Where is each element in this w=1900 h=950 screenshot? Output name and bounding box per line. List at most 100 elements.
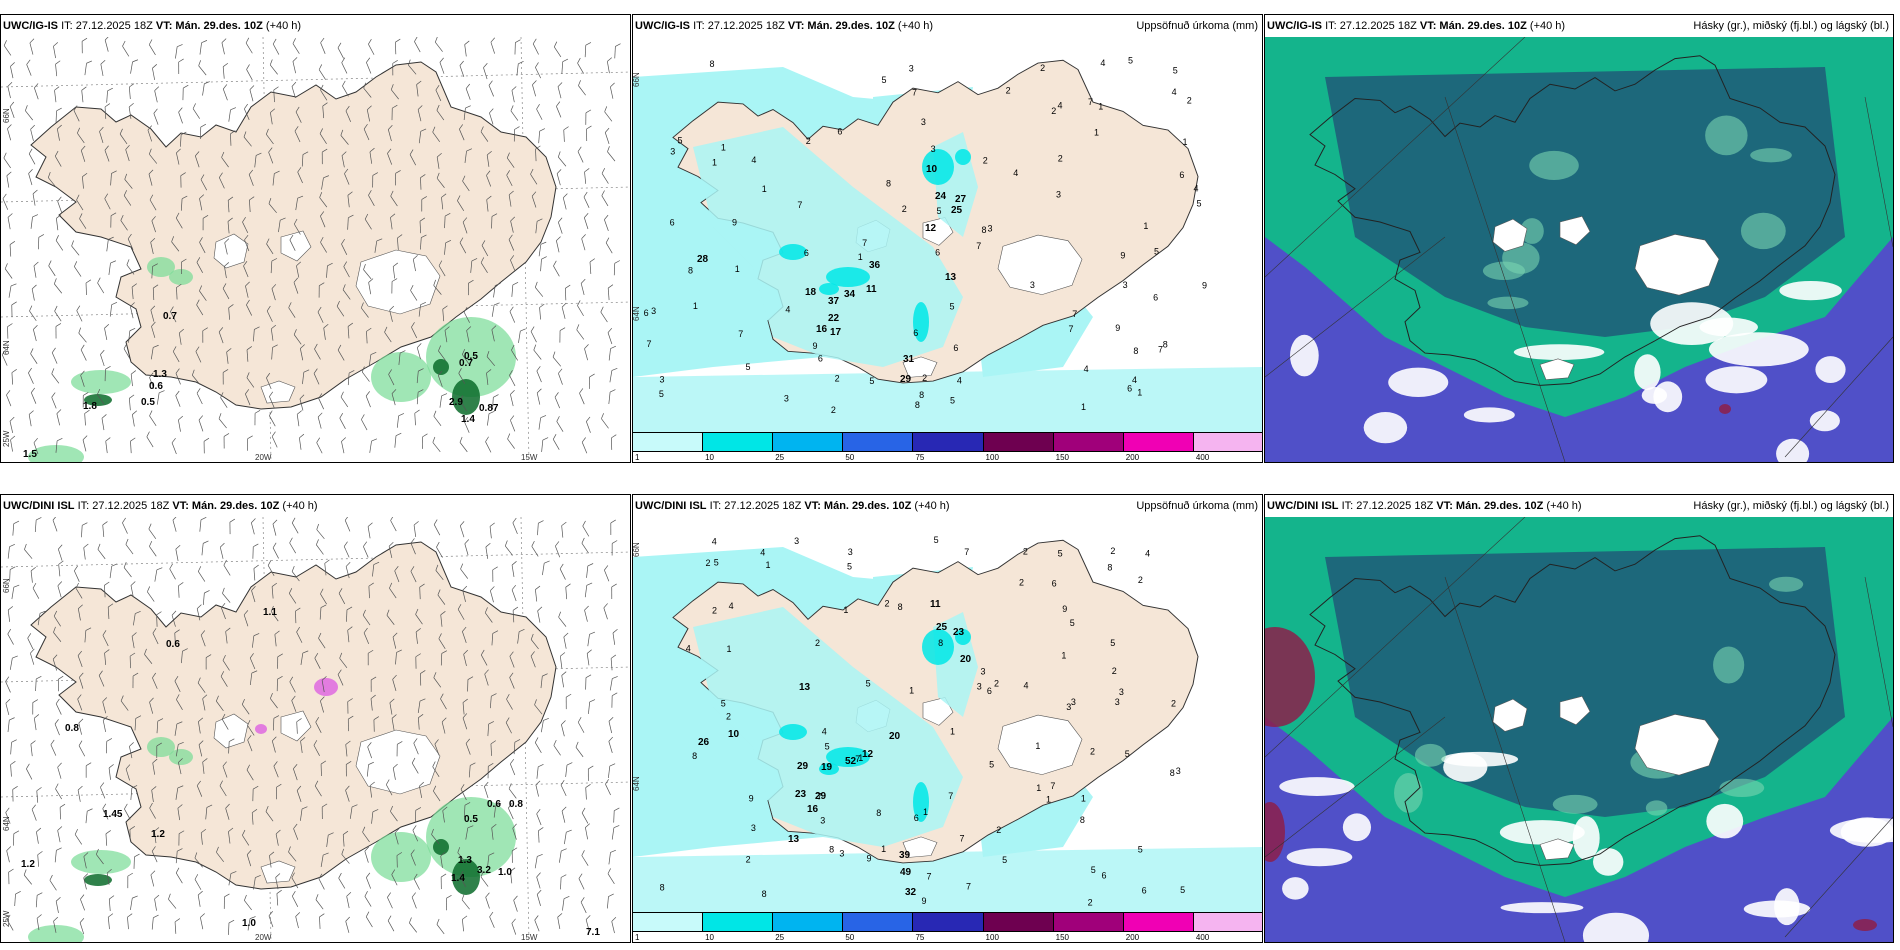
wind-barb xyxy=(243,610,249,627)
value-label: 2 xyxy=(1088,898,1093,908)
value-label: 1.8 xyxy=(83,401,97,412)
wind-barb xyxy=(295,195,304,211)
wind-barb xyxy=(122,517,128,534)
wind-barb xyxy=(396,852,403,868)
wind-barb xyxy=(340,391,349,408)
value-label: 2 xyxy=(1187,95,1192,105)
wind-barb xyxy=(420,234,427,250)
wind-barb xyxy=(341,848,350,864)
wind-barb xyxy=(438,260,446,277)
wind-barb xyxy=(5,698,11,716)
iceland-outline xyxy=(1309,535,1836,866)
value-label: 6 xyxy=(935,247,940,257)
wind-barb xyxy=(97,388,105,405)
wind-barb xyxy=(584,344,589,361)
wind-barb xyxy=(490,37,496,54)
wind-barb xyxy=(440,851,446,868)
wind-barb xyxy=(391,104,398,121)
wind-barb xyxy=(125,538,134,555)
wind-barb xyxy=(511,918,517,935)
wind-barb xyxy=(387,125,393,142)
grid-line xyxy=(1265,236,1446,378)
valid-time: VT: Mán. 29.des. 10Z xyxy=(787,20,895,32)
wind-barb xyxy=(228,738,235,754)
wind-barb xyxy=(468,279,474,296)
wind-barb xyxy=(493,802,502,818)
value-label: 2 xyxy=(726,711,731,721)
wind-barb xyxy=(506,152,515,168)
wind-barb xyxy=(392,262,399,279)
value-label: 5 xyxy=(1173,66,1178,76)
wind-barb xyxy=(104,103,111,119)
wind-barb xyxy=(171,236,180,252)
iceland-land xyxy=(1309,535,1836,866)
wind-barb xyxy=(26,59,32,76)
wind-barb xyxy=(531,191,537,208)
wind-barb xyxy=(27,633,34,650)
precip-cell xyxy=(819,283,839,295)
wind-barb xyxy=(270,108,276,125)
wind-barb xyxy=(541,437,549,452)
colorbar-tick: 100 xyxy=(985,933,999,942)
lon-label-20w: 20W xyxy=(255,933,272,942)
wind-barb xyxy=(199,40,208,55)
value-label: 23 xyxy=(795,789,807,800)
wind-barb xyxy=(419,781,424,798)
wind-barb xyxy=(337,669,344,686)
value-label: 4 xyxy=(1193,184,1198,194)
wind-barb xyxy=(199,517,207,532)
wind-barb xyxy=(391,714,397,731)
clear-sky-patch xyxy=(1286,848,1353,867)
wind-barb xyxy=(553,260,560,277)
value-label: 8 xyxy=(1170,768,1175,778)
wind-barb xyxy=(389,582,397,599)
wind-barb xyxy=(293,218,301,235)
wind-barb xyxy=(536,808,542,826)
wind-barb xyxy=(153,108,159,125)
wind-barb xyxy=(149,410,157,427)
wind-barb xyxy=(462,217,468,234)
wind-barb xyxy=(343,261,350,278)
wind-barb xyxy=(466,326,472,343)
lat-label-25w: 25W xyxy=(2,910,11,927)
value-label: 9 xyxy=(749,793,754,803)
wind-barb xyxy=(76,305,83,322)
gust-region xyxy=(71,850,131,874)
wind-barb xyxy=(288,846,297,862)
wind-barb xyxy=(199,123,207,140)
wind-barb xyxy=(202,215,209,231)
wind-barb xyxy=(125,144,130,162)
wind-barb xyxy=(152,284,159,301)
wind-barb xyxy=(347,214,354,230)
value-label: 5 xyxy=(659,389,664,399)
lead-time: (+40 h) xyxy=(282,500,318,512)
wind-barb xyxy=(76,194,84,211)
wind-barb xyxy=(225,803,230,820)
wind-barb xyxy=(123,190,132,206)
wind-barb xyxy=(536,764,544,779)
wind-barb xyxy=(436,918,445,935)
lead-time: (+40 h) xyxy=(1546,500,1582,512)
value-label: 3 xyxy=(751,823,756,833)
gust-region xyxy=(371,352,431,402)
wind-barb xyxy=(83,852,89,869)
wind-barb xyxy=(294,126,301,143)
wind-barb xyxy=(174,675,181,692)
wind-barb xyxy=(321,175,329,190)
colorbar-tick: 1 xyxy=(635,453,640,462)
wind-barb xyxy=(156,718,164,734)
wind-barb xyxy=(556,169,562,186)
wind-barb xyxy=(438,633,446,649)
colorbar-tick: 200 xyxy=(1125,453,1140,462)
wind-barb xyxy=(106,236,114,252)
wind-barb xyxy=(154,86,160,103)
wind-barb xyxy=(32,189,38,206)
wind-barb xyxy=(391,869,398,886)
wind-barb xyxy=(347,715,354,732)
value-label: 7 xyxy=(817,791,822,801)
wind-barb xyxy=(387,892,393,909)
wind-barb xyxy=(537,606,543,623)
wind-barb xyxy=(149,194,157,211)
wind-barb xyxy=(577,717,585,733)
wind-barb xyxy=(9,101,15,118)
